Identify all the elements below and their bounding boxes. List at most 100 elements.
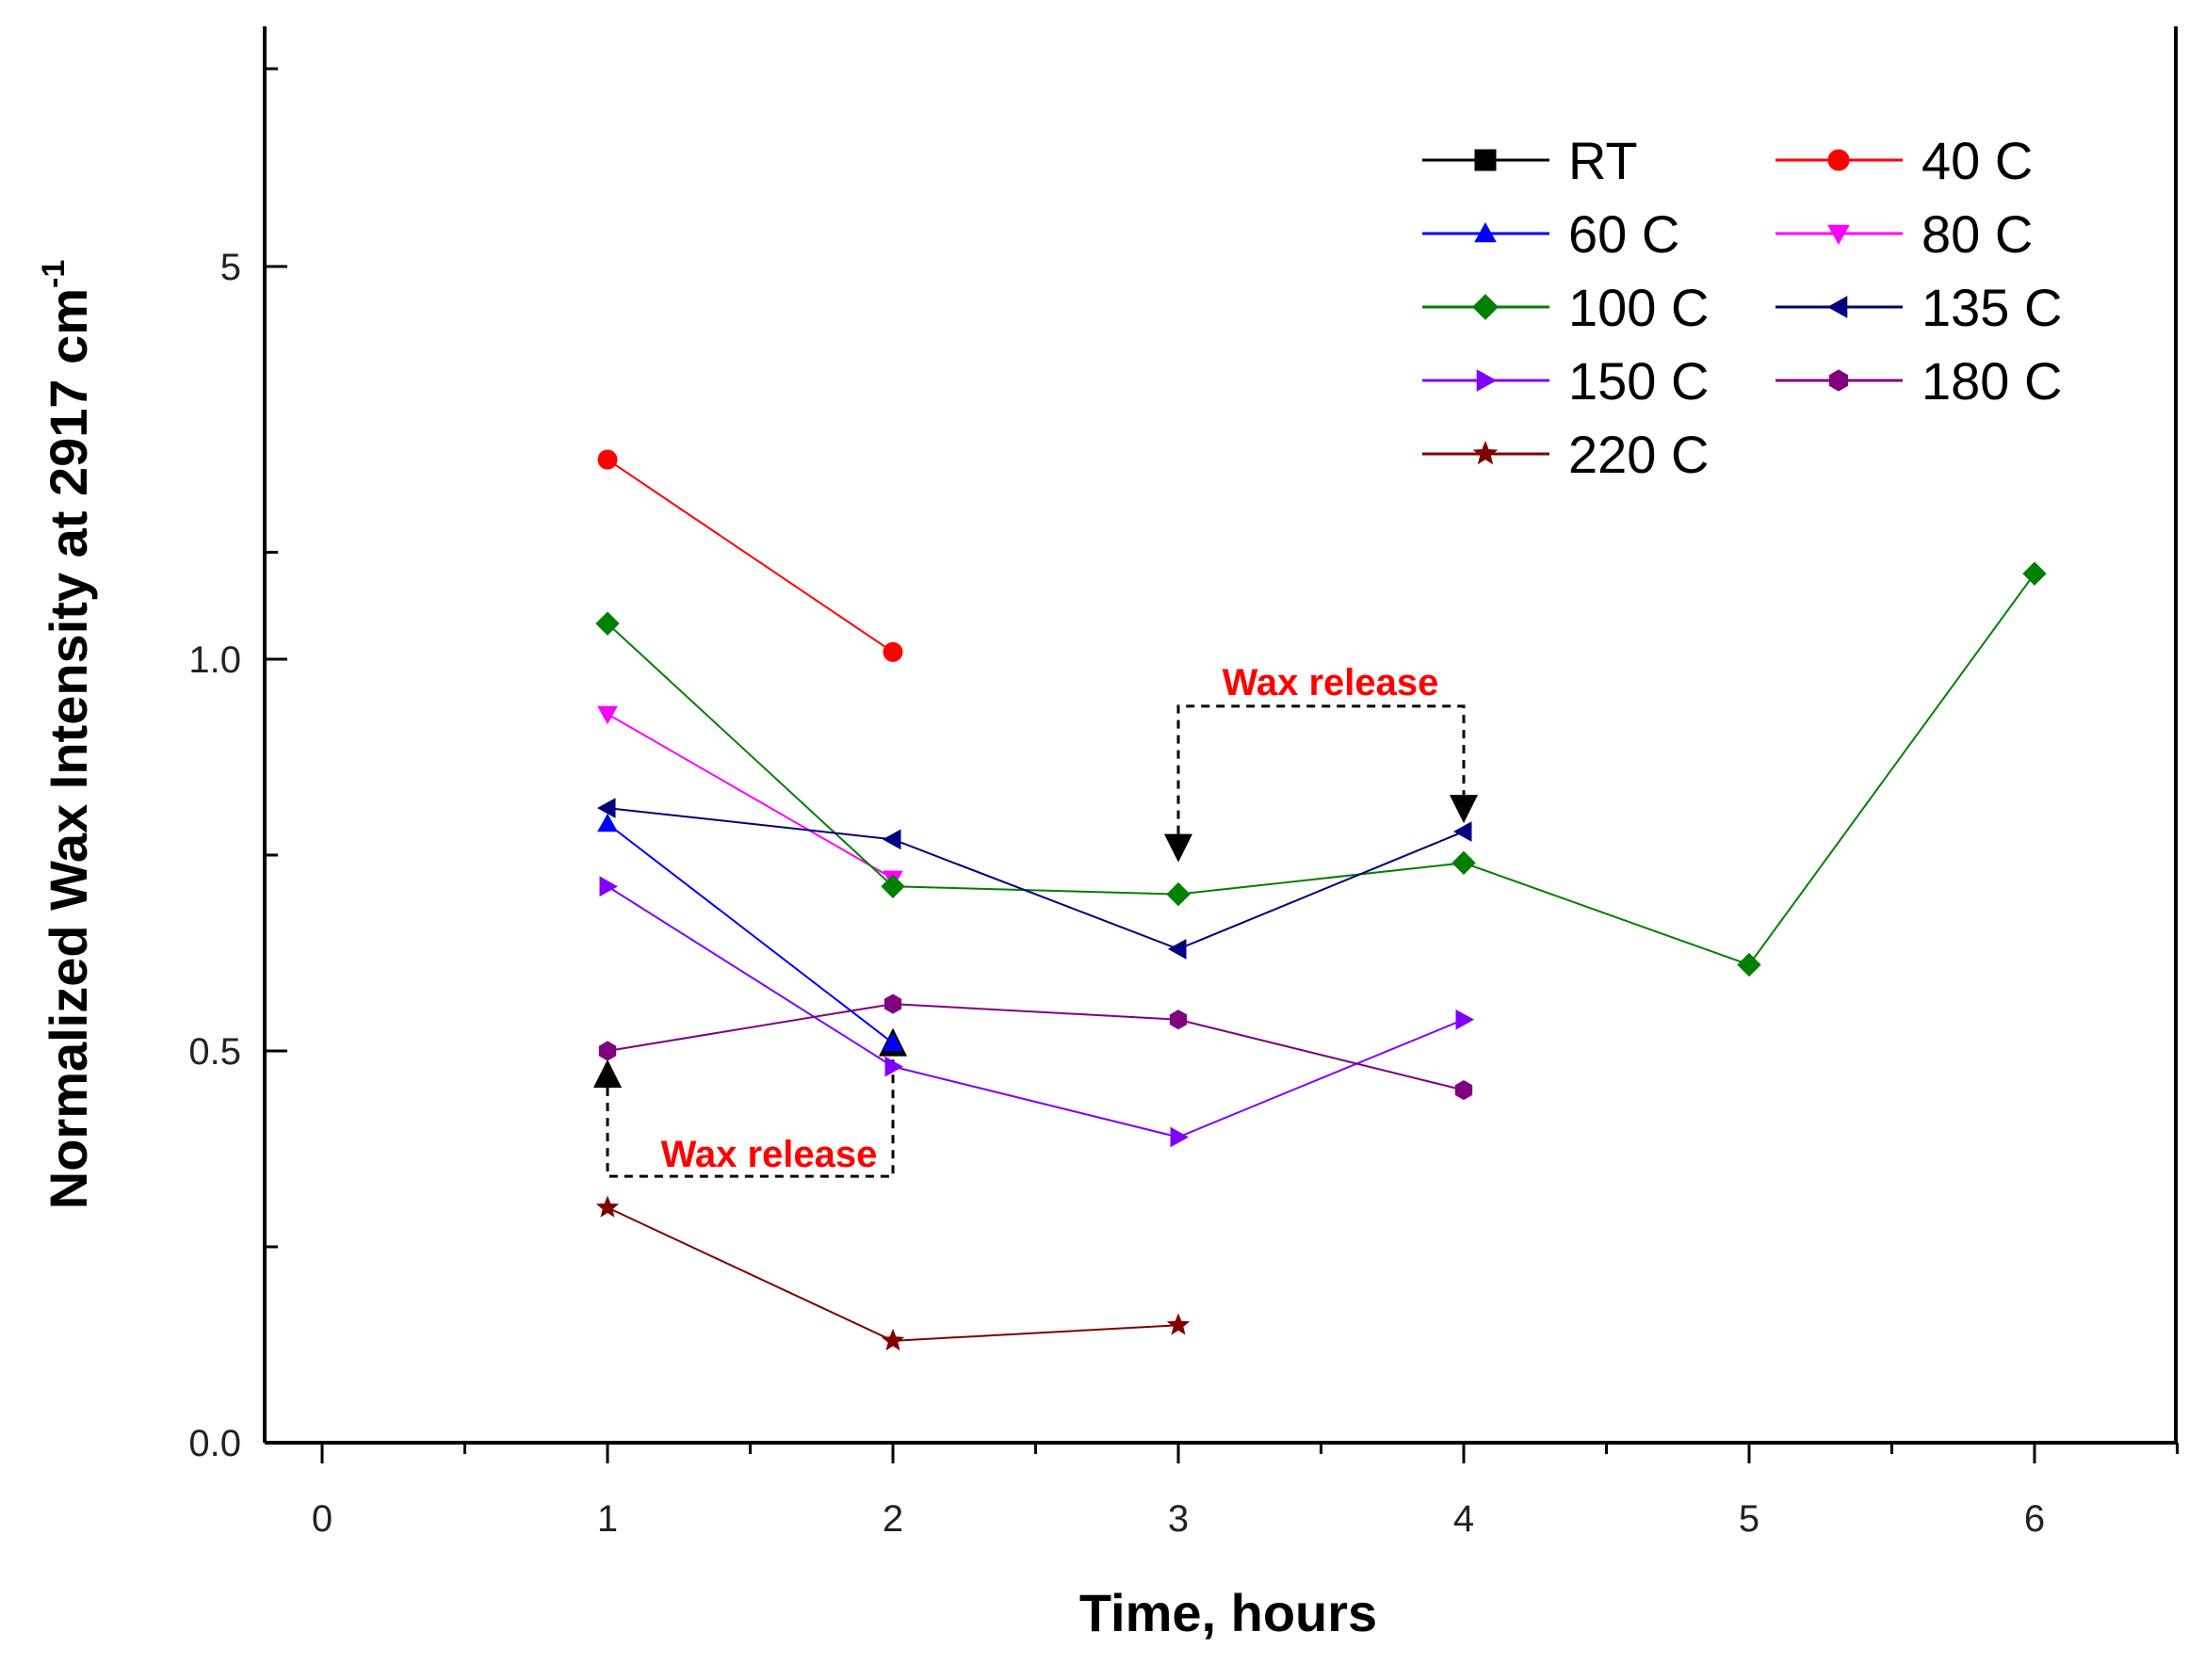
data-point-60-c: [883, 1032, 903, 1052]
legend-item-100-c: 100 C: [1422, 278, 1709, 337]
legend-marker-220-c: [1472, 440, 1499, 465]
x-tick-label: 0: [312, 1498, 332, 1540]
data-point-180-c: [1454, 1080, 1473, 1101]
x-tick-label: 3: [1168, 1498, 1189, 1540]
wax-release-annotation: Wax release: [593, 1027, 907, 1178]
wax-release-annotation: Wax release: [1164, 662, 1478, 863]
data-point-220-c: [881, 1328, 905, 1351]
annotations: Wax release Wax release: [593, 662, 1478, 1178]
series-80-c: [597, 705, 903, 889]
annotation-arrow: [593, 1058, 622, 1088]
series-180-c: [598, 993, 1473, 1101]
annotation-arrow: [1164, 833, 1192, 863]
legend-marker-40-c: [1827, 149, 1850, 171]
y-axis-title-superscript: -1: [36, 260, 72, 288]
data-point-220-c: [1166, 1313, 1191, 1335]
legend-marker-180-c: [1828, 369, 1849, 392]
plot-frame: [263, 26, 2178, 1445]
series-220-c: [595, 1195, 1191, 1351]
series-line-40-c: [607, 459, 894, 654]
series-135-c: [596, 798, 1472, 960]
legend-item-80-c: 80 C: [1775, 204, 2033, 264]
data-point-135-c: [1167, 938, 1187, 960]
x-axis-title: Time, hours: [1079, 1583, 1377, 1642]
legend-item-180-c: 180 C: [1775, 351, 2062, 411]
data-point-150-c: [1455, 1009, 1475, 1030]
data-point-135-c: [882, 829, 901, 850]
legend: RT 40 C 60 C 80 C 100 C 135 C 150 C 180 C 220 C: [1422, 131, 2062, 484]
legend-label: 40 C: [1921, 131, 2033, 190]
y-tick-label: 0.0: [188, 1423, 241, 1464]
legend-label: 60 C: [1568, 204, 1679, 264]
annotation-label: Wax release: [661, 1134, 878, 1175]
annotation-bracket: [1176, 704, 1466, 834]
series-line-135-c: [607, 807, 1465, 950]
series-line-220-c: [607, 1206, 1179, 1342]
annotation-label: Wax release: [1223, 662, 1439, 703]
legend-label: 80 C: [1921, 204, 2033, 264]
data-point-100-c: [1166, 881, 1191, 907]
data-point-180-c: [1169, 1010, 1188, 1030]
data-point-220-c: [595, 1195, 620, 1218]
legend-label: 135 C: [1921, 278, 2062, 337]
data-point-150-c: [1170, 1126, 1190, 1148]
annotation-bracket: [606, 1056, 895, 1178]
legend-label: 220 C: [1568, 425, 1709, 484]
legend-item-60-c: 60 C: [1422, 204, 1679, 264]
series-line-100-c: [607, 573, 2035, 966]
data-point-135-c: [1452, 821, 1472, 842]
legend-item-150-c: 150 C: [1422, 351, 1709, 411]
legend-marker-60-c: [1474, 221, 1497, 243]
y-axis-title-group: Normalized Wax Intensity at 2917 cm-1: [36, 260, 98, 1210]
y-tick-label: 5: [220, 247, 241, 288]
series-line-80-c: [607, 713, 894, 880]
x-tick-label: 5: [1739, 1498, 1759, 1540]
x-tick-label: 4: [1453, 1498, 1474, 1540]
data-point-100-c: [881, 874, 905, 898]
y-axis-ticks: 0.0 0.5 1.0 5: [188, 67, 287, 1464]
series-100-c: [595, 561, 2047, 977]
data-point-100-c: [2022, 561, 2047, 586]
legend-marker-135-c: [1826, 296, 1848, 318]
data-point-150-c: [599, 876, 619, 897]
data-point-80-c: [597, 705, 618, 725]
legend-item-135-c: 135 C: [1775, 278, 2062, 337]
legend-label: RT: [1568, 131, 1638, 190]
legend-marker-150-c: [1476, 369, 1498, 392]
legend-label: 150 C: [1568, 351, 1709, 411]
data-point-60-c: [597, 813, 618, 832]
legend-item-220-c: 220 C: [1422, 425, 1709, 484]
x-tick-label: 1: [597, 1498, 618, 1540]
series-150-c: [599, 876, 1475, 1148]
data-point-100-c: [595, 611, 620, 636]
legend-item-rt: RT: [1422, 131, 1638, 190]
data-point-100-c: [1737, 952, 1761, 977]
data-point-135-c: [596, 798, 616, 818]
x-tick-label: 2: [883, 1498, 903, 1540]
series-line-60-c: [607, 822, 894, 1044]
y-axis-title: Normalized Wax Intensity at 2917 cm-1: [36, 260, 98, 1210]
legend-label: 180 C: [1921, 351, 2062, 411]
y-tick-label: 0.5: [188, 1031, 241, 1073]
x-tick-label: 6: [2024, 1498, 2045, 1540]
data-point-40-c: [597, 449, 618, 470]
data-point-100-c: [1451, 850, 1476, 876]
data-point-150-c: [884, 1056, 904, 1077]
data-point-180-c: [598, 1041, 617, 1061]
data-point-180-c: [884, 993, 902, 1014]
series-40-c: [597, 449, 903, 662]
x-axis-ticks: 0 1 2 3 4 5 6: [312, 1443, 2179, 1540]
legend-label: 100 C: [1568, 278, 1709, 337]
legend-marker-rt: [1474, 149, 1497, 171]
y-tick-label: 1.0: [188, 639, 241, 681]
series-line-180-c: [607, 1003, 1465, 1091]
data-point-40-c: [883, 641, 903, 662]
series-60-c: [597, 813, 903, 1052]
annotation-arrow: [1450, 795, 1478, 824]
series-line-150-c: [607, 885, 1465, 1139]
legend-marker-80-c: [1827, 224, 1850, 246]
series-layer: [595, 449, 2047, 1351]
legend-item-40-c: 40 C: [1775, 131, 2033, 190]
legend-marker-100-c: [1472, 294, 1499, 320]
